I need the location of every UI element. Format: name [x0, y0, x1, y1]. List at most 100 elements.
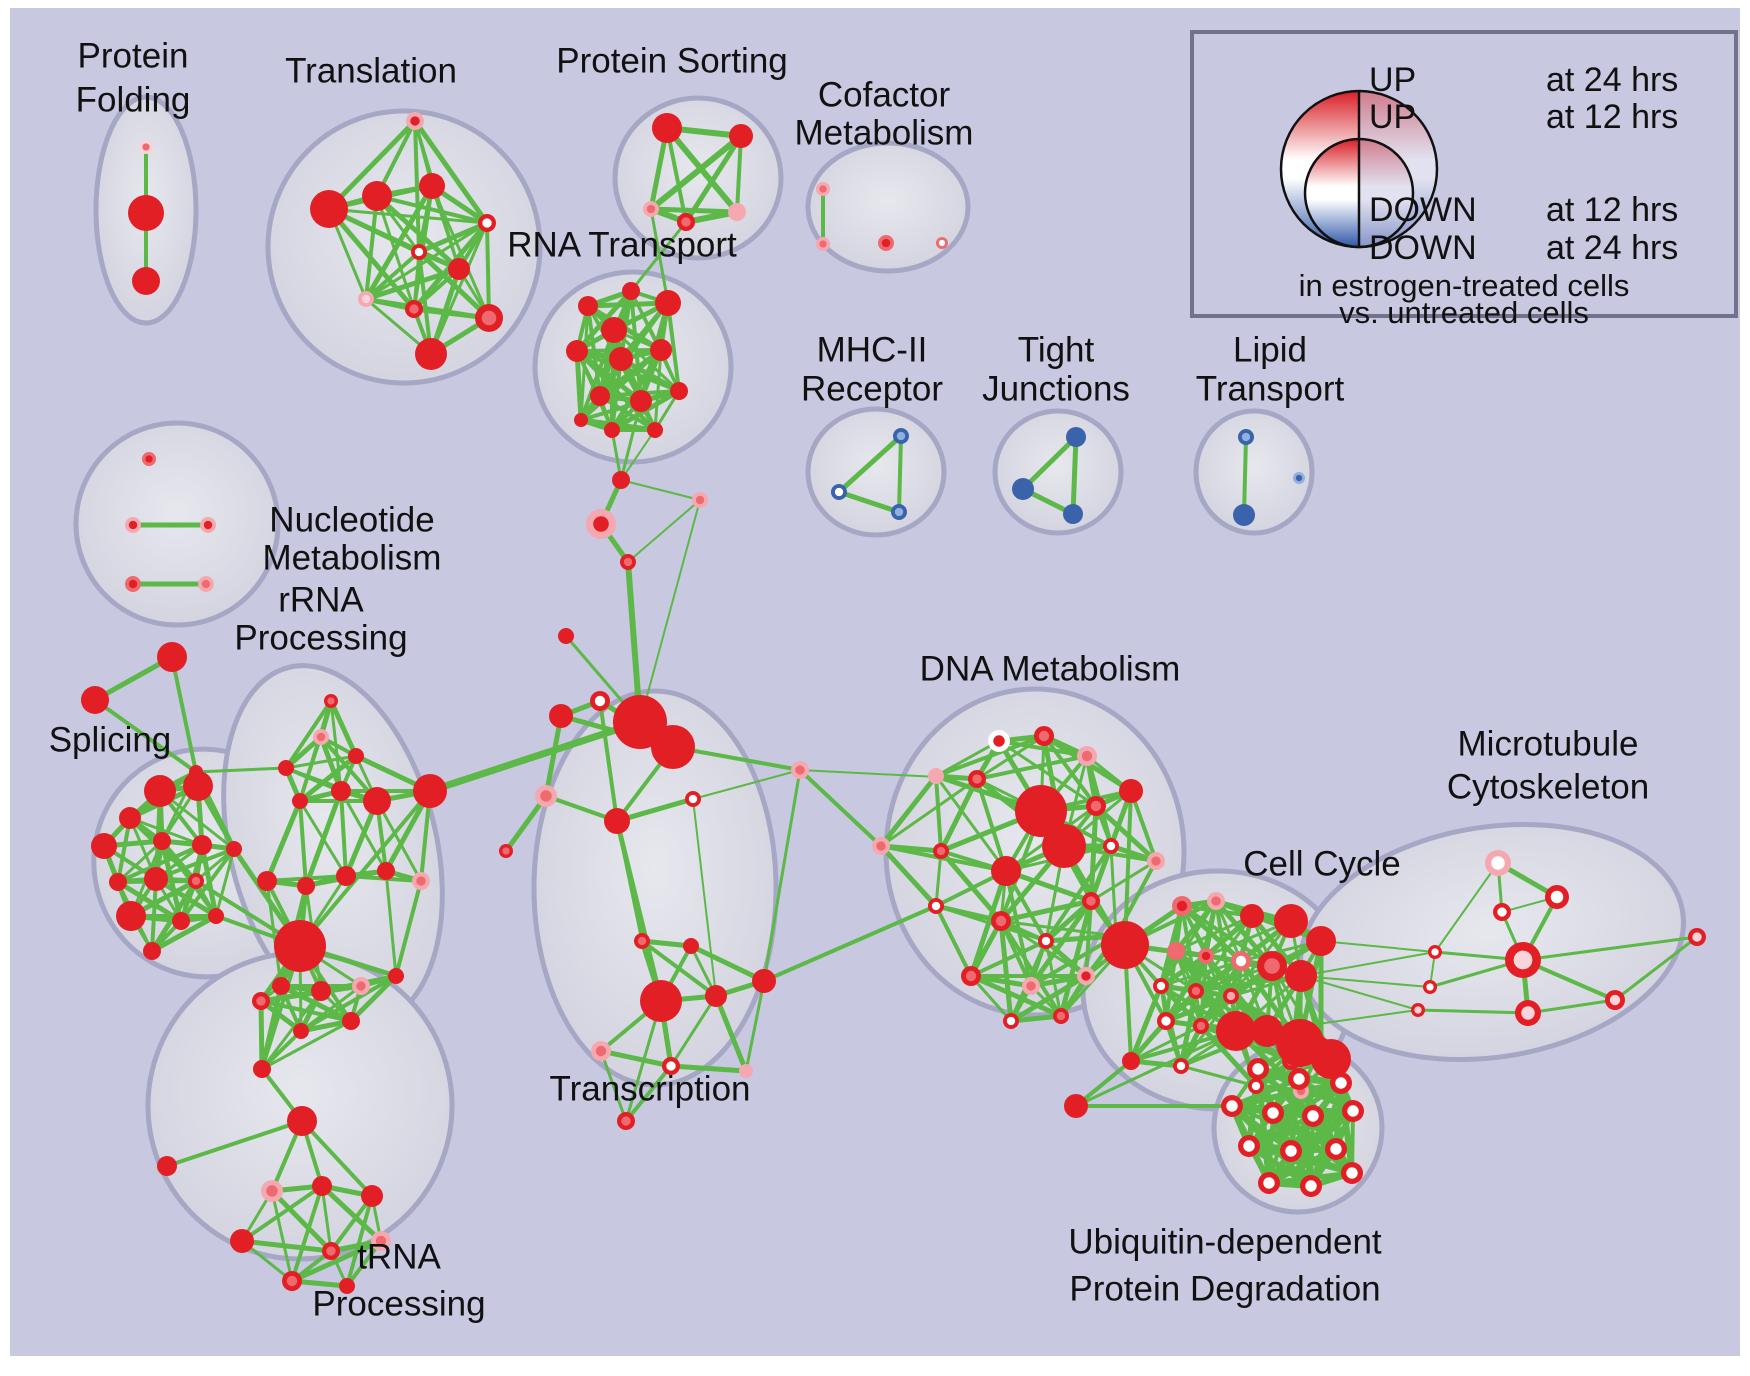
cluster-edge-cell-cycle: [1163, 993, 1234, 1024]
network-node: [604, 808, 630, 834]
cluster-edge-translation: [363, 183, 435, 302]
network-node-core: [1161, 1016, 1171, 1026]
cluster-edge-cell-cycle: [1129, 1024, 1203, 1063]
network-node: [574, 413, 588, 427]
labels-layer: Protein Folding Translation Protein Sorting…: [49, 36, 1649, 1323]
network-node: [1306, 926, 1336, 956]
network-node-core: [482, 218, 492, 228]
network-node: [310, 190, 348, 228]
network-node: [287, 1106, 317, 1136]
legend-dir-label: UP: [1369, 61, 1417, 99]
network-node: [278, 760, 294, 776]
network-node-core: [1176, 1061, 1186, 1071]
network-node: [1064, 1094, 1088, 1118]
network-node: [739, 1064, 753, 1078]
cluster-edge-rrna-processing: [348, 973, 399, 1024]
network-node-core: [1226, 1100, 1238, 1112]
cluster-edge-rrna-processing: [298, 699, 333, 803]
cluster-edge-dna-metabolism: [969, 939, 1048, 978]
legend-dir-label: DOWN: [1369, 191, 1477, 229]
network-node: [1015, 785, 1067, 837]
network-node: [419, 173, 445, 199]
cluster-edge-trna-processing: [239, 1238, 334, 1254]
network-node: [339, 1278, 355, 1294]
cluster-edge-splicing: [154, 847, 236, 881]
network-node: [1216, 1011, 1256, 1051]
cluster-edge-translation: [417, 250, 433, 356]
legend-time-label: at 24 hrs: [1546, 229, 1679, 267]
network-node-core: [1264, 958, 1280, 974]
network-node: [363, 787, 391, 815]
legend-caption-line2: vs. untreated cells: [1339, 295, 1589, 330]
cluster-edge-trna-processing: [270, 1189, 294, 1283]
cluster-edge-backbone: [620, 479, 701, 501]
cluster-edge-transcription: [669, 994, 718, 1068]
cluster-edge-translation: [364, 194, 379, 301]
network-node-core: [128, 579, 138, 589]
network-node-core: [819, 240, 827, 248]
cluster-edge-transcription: [614, 796, 696, 824]
network-node: [1012, 478, 1034, 500]
cluster-edge-transcription: [503, 793, 549, 854]
network-node: [1122, 1052, 1140, 1070]
cluster-edge-rrna-processing: [297, 753, 359, 804]
cluster-edge-microtubule-cytoskeleton: [1416, 1008, 1530, 1015]
network-node-core: [145, 455, 153, 463]
network-node: [297, 877, 315, 895]
cluster-edge-dna-metabolism: [998, 918, 1014, 1024]
cluster-edge-dna-metabolism: [878, 843, 939, 909]
legend-time-label: at 12 hrs: [1546, 191, 1679, 229]
network-node-core: [203, 520, 213, 530]
network-node-core: [681, 217, 691, 227]
cluster-edge-tight-junctions: [1020, 434, 1079, 492]
cluster-edge-dna-metabolism: [975, 777, 1008, 873]
cluster-edge-translation: [485, 221, 491, 320]
cluster-edge-cell-cycle: [1159, 899, 1218, 988]
cluster-label-protein-sorting: Protein Sorting: [556, 41, 788, 80]
network-node-core: [834, 487, 844, 497]
network-node-core: [1106, 841, 1116, 851]
cluster-label-protein-folding: Protein: [78, 36, 189, 75]
cluster-edge-dna-metabolism: [975, 734, 1046, 781]
cluster-label-rna-transport: RNA Transport: [507, 225, 737, 264]
network-node: [348, 748, 364, 764]
cluster-edge-dna-metabolism: [878, 843, 944, 854]
cluster-edge-cell-cycle: [1174, 914, 1254, 953]
network-node: [91, 833, 117, 859]
network-node-core: [1513, 950, 1533, 970]
network-node-core: [1426, 983, 1434, 991]
network-node: [311, 981, 331, 1001]
cluster-edge-rrna-processing: [265, 879, 283, 988]
network-node: [1066, 427, 1086, 447]
network-node-core: [414, 247, 424, 257]
network-node-core: [410, 116, 420, 126]
cluster-edge-transcription: [639, 938, 694, 949]
cluster-edge-cell-cycle: [1158, 953, 1209, 989]
cluster-edge-trna-processing: [300, 1119, 374, 1198]
network-node: [336, 866, 356, 886]
cluster-edge-cell-cycle: [1159, 959, 1243, 988]
cluster-edge-rrna-processing: [298, 799, 308, 888]
network-node: [362, 181, 392, 211]
cluster-label-tight-junctions: Junctions: [982, 369, 1130, 408]
network-node: [652, 113, 682, 143]
cluster-edge-rrna-processing: [259, 999, 353, 1023]
cluster-ellipse-cofactor-metabolism: [805, 140, 971, 274]
network-node: [590, 386, 610, 406]
network-node-core: [965, 970, 977, 982]
cluster-label-transcription: Transcription: [550, 1069, 751, 1108]
cluster-edge-microtubule-cytoskeleton: [1613, 935, 1699, 1002]
bridge-edge: [798, 768, 883, 848]
cluster-label-lipid-transport: Lipid: [1233, 330, 1307, 369]
network-node-core: [1414, 1006, 1422, 1014]
network-node: [1101, 921, 1149, 969]
cluster-edge-dna-metabolism: [934, 774, 1008, 873]
cluster-edge-translation: [327, 207, 489, 225]
cluster-edge-splicing: [93, 698, 198, 774]
network-node: [388, 968, 404, 984]
bridge-edge: [1320, 940, 1436, 953]
cluster-edge-dna-metabolism: [1008, 1013, 1064, 1024]
cluster-edge-transcription: [543, 713, 564, 799]
network-node: [143, 942, 161, 960]
